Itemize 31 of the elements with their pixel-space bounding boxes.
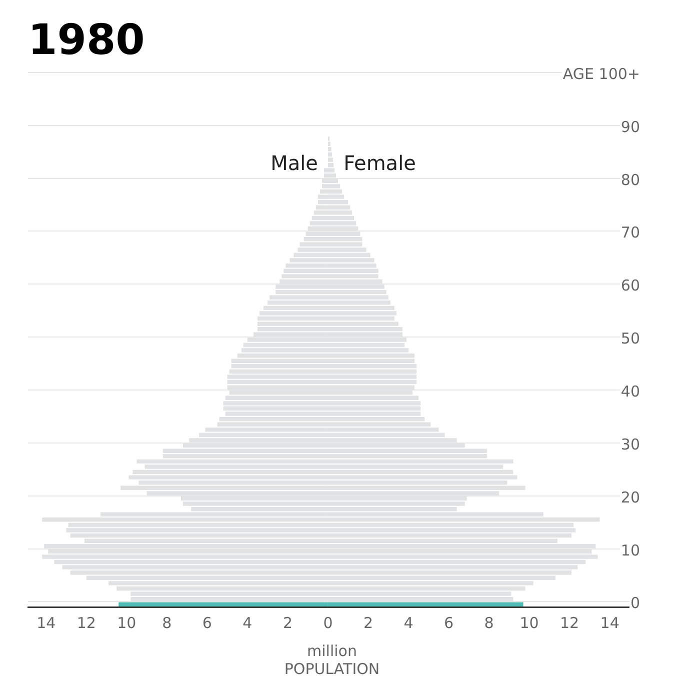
- y-tick-label: 80: [620, 170, 640, 189]
- y-tick-label: AGE 100+: [562, 64, 640, 83]
- y-tick-label: 90: [620, 118, 640, 136]
- x-tick-label: 2: [363, 614, 374, 632]
- x-tick-label: 12: [76, 614, 96, 632]
- y-tick-label: 10: [620, 541, 640, 560]
- y-tick-label: 70: [620, 224, 640, 242]
- series-label: Female: [344, 151, 416, 176]
- y-tick-label: 20: [620, 488, 640, 506]
- x-tick-label: 12: [560, 614, 580, 632]
- y-tick-label: 30: [620, 435, 640, 454]
- chart-title: 1980: [28, 15, 145, 64]
- x-tick-label: 14: [600, 614, 620, 632]
- x-tick-label: 10: [520, 614, 539, 632]
- x-tick-label: 8: [162, 614, 172, 632]
- series-label: Male: [270, 151, 318, 176]
- x-tick-label: 0: [323, 614, 333, 632]
- x-axis-title: POPULATION: [284, 660, 380, 678]
- y-tick-label: 60: [620, 276, 640, 295]
- x-tick-label: 8: [484, 614, 494, 632]
- x-tick-label: 2: [282, 614, 292, 632]
- x-tick-label: 10: [117, 614, 136, 632]
- y-tick-label: 0: [630, 594, 640, 612]
- x-tick-label: 6: [202, 614, 212, 632]
- x-tick-label: 6: [444, 614, 454, 632]
- text: million: [307, 642, 357, 660]
- y-tick-label: 40: [620, 382, 640, 401]
- x-tick-label: 14: [36, 614, 56, 632]
- y-tick-label: 50: [620, 330, 640, 348]
- x-tick-label: 4: [242, 614, 252, 632]
- x-tick-label: 4: [404, 614, 414, 632]
